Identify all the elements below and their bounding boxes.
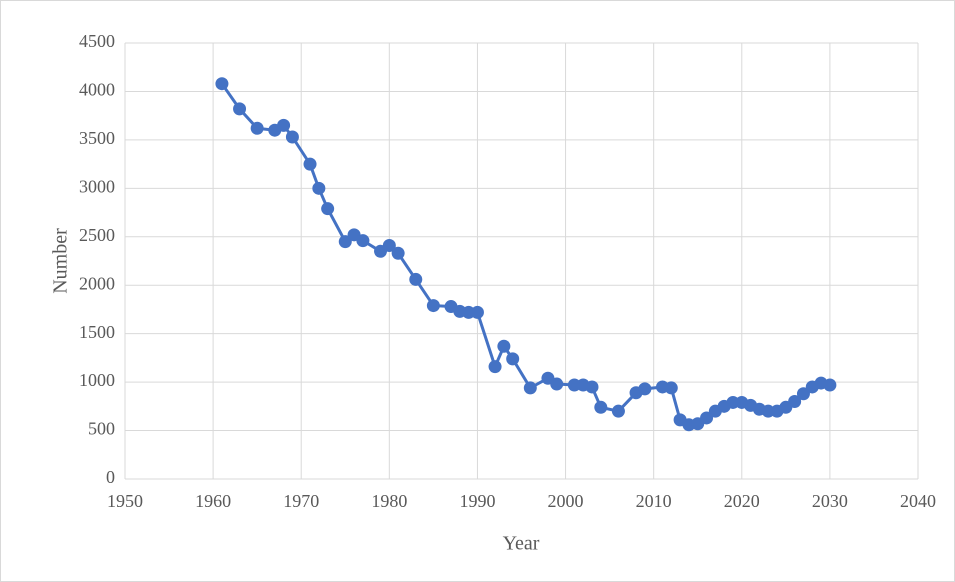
data-point bbox=[338, 235, 352, 249]
data-point bbox=[312, 181, 326, 195]
data-point bbox=[321, 202, 335, 216]
data-point bbox=[700, 411, 714, 425]
y-tick-label: 3000 bbox=[79, 176, 115, 196]
data-point bbox=[788, 394, 802, 408]
data-point bbox=[594, 400, 608, 414]
y-tick-label: 4000 bbox=[79, 80, 115, 100]
x-tick-label: 2010 bbox=[636, 491, 672, 511]
y-tick-label: 0 bbox=[106, 467, 115, 487]
data-point bbox=[277, 118, 291, 132]
data-point bbox=[664, 381, 678, 395]
x-tick-label: 1960 bbox=[195, 491, 231, 511]
data-point bbox=[611, 404, 625, 418]
data-point bbox=[215, 77, 229, 91]
data-point bbox=[823, 378, 837, 392]
data-point bbox=[796, 387, 810, 401]
x-tick-label: 2030 bbox=[812, 491, 848, 511]
data-point bbox=[233, 102, 247, 116]
data-point bbox=[497, 339, 511, 353]
data-point bbox=[550, 377, 564, 391]
y-tick-label: 4500 bbox=[79, 31, 115, 51]
x-axis-label: Year bbox=[503, 533, 540, 555]
data-point bbox=[638, 382, 652, 396]
data-point bbox=[250, 121, 264, 135]
data-point bbox=[585, 380, 599, 394]
x-tick-label: 1950 bbox=[107, 491, 143, 511]
y-tick-label: 2000 bbox=[79, 273, 115, 293]
y-tick-label: 2500 bbox=[79, 225, 115, 245]
data-point bbox=[470, 305, 484, 319]
data-point bbox=[426, 299, 440, 313]
y-axis-label: Number bbox=[50, 228, 72, 294]
data-point bbox=[409, 272, 423, 286]
x-tick-label: 2020 bbox=[724, 491, 760, 511]
data-point bbox=[285, 130, 299, 144]
y-tick-label: 500 bbox=[88, 419, 115, 439]
data-point bbox=[382, 238, 396, 252]
data-point bbox=[523, 381, 537, 395]
x-tick-label: 2040 bbox=[900, 491, 936, 511]
x-tick-label: 1970 bbox=[283, 491, 319, 511]
y-tick-label: 1500 bbox=[79, 322, 115, 342]
x-tick-label: 2000 bbox=[548, 491, 584, 511]
x-tick-label: 1990 bbox=[459, 491, 495, 511]
data-point bbox=[303, 157, 317, 171]
y-tick-label: 1000 bbox=[79, 370, 115, 390]
data-point bbox=[356, 234, 370, 248]
data-point bbox=[488, 360, 502, 374]
x-tick-label: 1980 bbox=[371, 491, 407, 511]
y-tick-label: 3500 bbox=[79, 128, 115, 148]
data-point bbox=[391, 246, 405, 260]
data-point bbox=[506, 352, 520, 366]
